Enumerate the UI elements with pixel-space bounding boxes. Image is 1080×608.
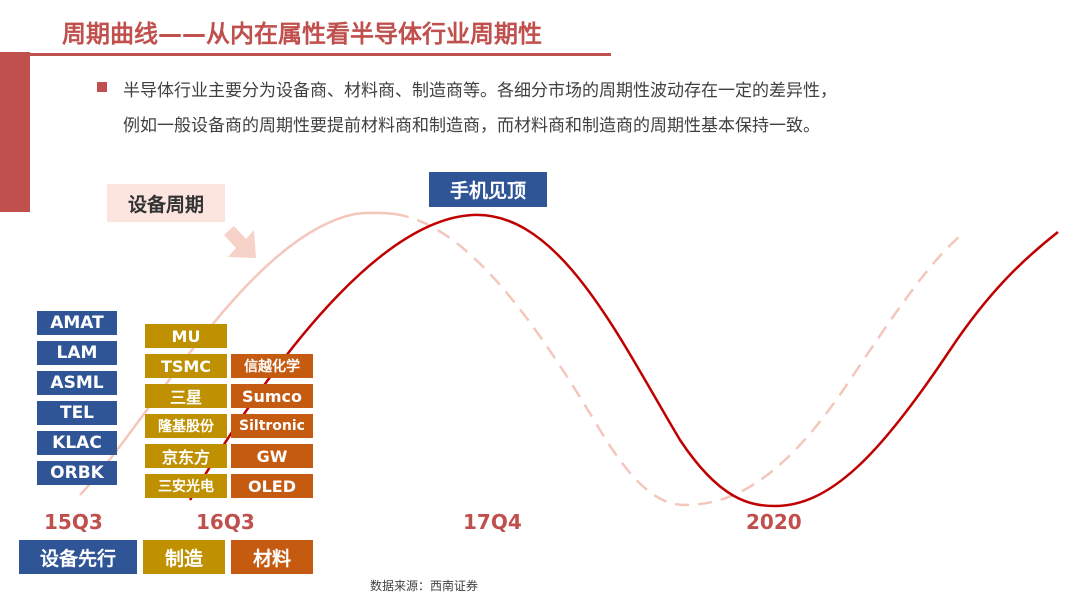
company-lam: LAM <box>37 341 117 365</box>
intro-paragraph: 半导体行业主要分为设备商、材料商、制造商等。各细分市场的周期性波动存在一定的差异… <box>123 74 1003 144</box>
company-klac: KLAC <box>37 431 117 455</box>
category-equipment-first: 设备先行 <box>19 540 137 574</box>
equipment-cycle-curve <box>79 211 396 496</box>
intro-line-1: 半导体行业主要分为设备商、材料商、制造商等。各细分市场的周期性波动存在一定的差异… <box>123 81 837 101</box>
equipment-cycle-dashed-curve <box>394 212 966 507</box>
timeline-2020: 2020 <box>746 510 802 534</box>
intro-line-2: 例如一般设备商的周期性要提前材料商和制造商，而材料商和制造商的周期性基本保持一致… <box>123 116 820 136</box>
equipment-cycle-label: 设备周期 <box>107 184 225 222</box>
category-manufacturing: 制造 <box>143 540 225 574</box>
timeline-16q3: 16Q3 <box>196 510 255 534</box>
company-siltronic: Siltronic <box>231 414 313 438</box>
company-tsmc: TSMC <box>145 354 227 378</box>
company-oled: OLED <box>231 474 313 498</box>
category-materials: 材料 <box>231 540 313 574</box>
company-samsung: 三星 <box>145 384 227 408</box>
company-orbk: ORBK <box>37 461 117 485</box>
company-sumco: Sumco <box>231 384 313 408</box>
page-title: 周期曲线——从内在属性看半导体行业周期性 <box>62 20 542 48</box>
company-mu: MU <box>145 324 227 348</box>
company-shin-etsu: 信越化学 <box>231 354 313 378</box>
phone-peak-label: 手机见顶 <box>429 172 547 207</box>
company-amat: AMAT <box>37 311 117 335</box>
main-cycle-curve <box>188 213 1059 508</box>
source-note: 数据来源：西南证券 <box>370 579 479 593</box>
arrow-down-right-icon <box>224 226 256 258</box>
title-underline <box>0 53 611 56</box>
company-tel: TEL <box>37 401 117 425</box>
company-gw: GW <box>231 444 313 468</box>
company-longi: 隆基股份 <box>145 414 227 438</box>
company-asml: ASML <box>37 371 117 395</box>
timeline-15q3: 15Q3 <box>44 510 103 534</box>
company-boe: 京东方 <box>145 444 227 468</box>
timeline-17q4: 17Q4 <box>463 510 522 534</box>
title-bar <box>0 0 611 52</box>
company-sanan: 三安光电 <box>145 474 227 498</box>
bullet-square-icon <box>97 82 107 92</box>
